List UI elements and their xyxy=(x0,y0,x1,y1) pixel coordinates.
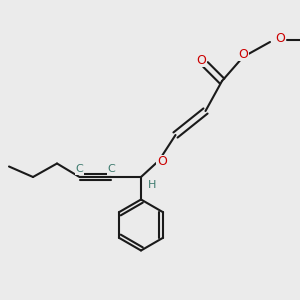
Text: O: O xyxy=(276,32,285,46)
Text: C: C xyxy=(107,164,115,175)
Text: O: O xyxy=(157,155,167,169)
Text: H: H xyxy=(148,180,157,190)
Text: C: C xyxy=(76,164,83,175)
Text: O: O xyxy=(196,53,206,67)
Text: O: O xyxy=(238,47,248,61)
